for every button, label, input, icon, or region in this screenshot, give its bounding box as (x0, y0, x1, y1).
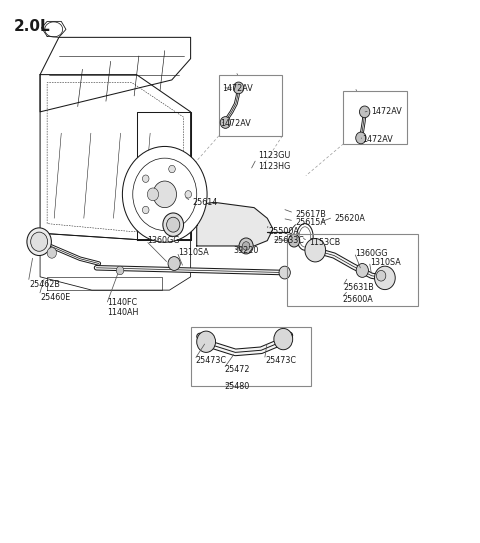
Circle shape (168, 165, 175, 173)
Circle shape (305, 238, 325, 262)
Circle shape (31, 232, 48, 251)
Circle shape (47, 248, 57, 258)
Bar (173, 194, 187, 204)
Bar (191, 327, 311, 386)
Circle shape (133, 158, 197, 231)
Circle shape (168, 257, 180, 270)
Text: 25633C: 25633C (273, 236, 304, 245)
Circle shape (147, 188, 158, 201)
Text: 1472AV: 1472AV (220, 119, 251, 128)
Circle shape (116, 266, 124, 275)
Circle shape (376, 270, 386, 281)
Circle shape (279, 266, 290, 279)
Circle shape (356, 263, 369, 277)
Circle shape (27, 228, 51, 256)
Text: 1472AV: 1472AV (362, 135, 393, 144)
Text: 1123GU
1123HG: 1123GU 1123HG (258, 151, 290, 171)
Text: 1472AV: 1472AV (371, 108, 402, 116)
Text: 25614: 25614 (192, 198, 217, 207)
Text: 25460E: 25460E (40, 293, 71, 301)
Text: 25480: 25480 (225, 382, 250, 392)
Bar (219, 74, 282, 136)
Text: 1360GG: 1360GG (147, 236, 180, 245)
Circle shape (288, 234, 300, 247)
Text: 25617B: 25617B (295, 210, 326, 218)
Circle shape (185, 191, 192, 198)
Text: 25615A: 25615A (295, 218, 326, 226)
Text: 39220: 39220 (234, 246, 259, 255)
Text: 25600A: 25600A (343, 295, 373, 304)
Text: 1472AV: 1472AV (222, 85, 253, 93)
Text: 1140FC
1140AH: 1140FC 1140AH (108, 298, 139, 318)
Text: 1310SA: 1310SA (178, 248, 209, 257)
Circle shape (167, 217, 180, 232)
Circle shape (122, 147, 207, 242)
Circle shape (168, 216, 175, 223)
Text: 25472: 25472 (225, 365, 250, 375)
Text: 25473C: 25473C (195, 356, 226, 365)
Bar (287, 234, 418, 306)
Circle shape (143, 175, 149, 182)
Circle shape (153, 181, 177, 207)
Circle shape (360, 106, 370, 118)
Circle shape (374, 266, 395, 289)
Text: 25631B: 25631B (344, 283, 374, 292)
Text: 2.0L: 2.0L (14, 18, 51, 34)
Circle shape (197, 331, 216, 352)
Text: 1360GG: 1360GG (355, 249, 388, 258)
Bar (344, 91, 407, 144)
Circle shape (233, 82, 244, 94)
Polygon shape (197, 203, 273, 246)
Circle shape (163, 213, 183, 236)
Circle shape (220, 117, 230, 128)
Circle shape (274, 329, 293, 350)
Text: 25500A: 25500A (268, 227, 299, 236)
Text: 25620A: 25620A (334, 214, 365, 223)
Circle shape (239, 238, 253, 254)
Circle shape (242, 242, 250, 250)
Text: 1153CB: 1153CB (309, 238, 340, 247)
Text: 1310SA: 1310SA (370, 258, 401, 267)
Text: 25473C: 25473C (265, 356, 297, 365)
Circle shape (356, 132, 366, 144)
Text: 25462B: 25462B (29, 280, 60, 289)
Circle shape (143, 206, 149, 214)
